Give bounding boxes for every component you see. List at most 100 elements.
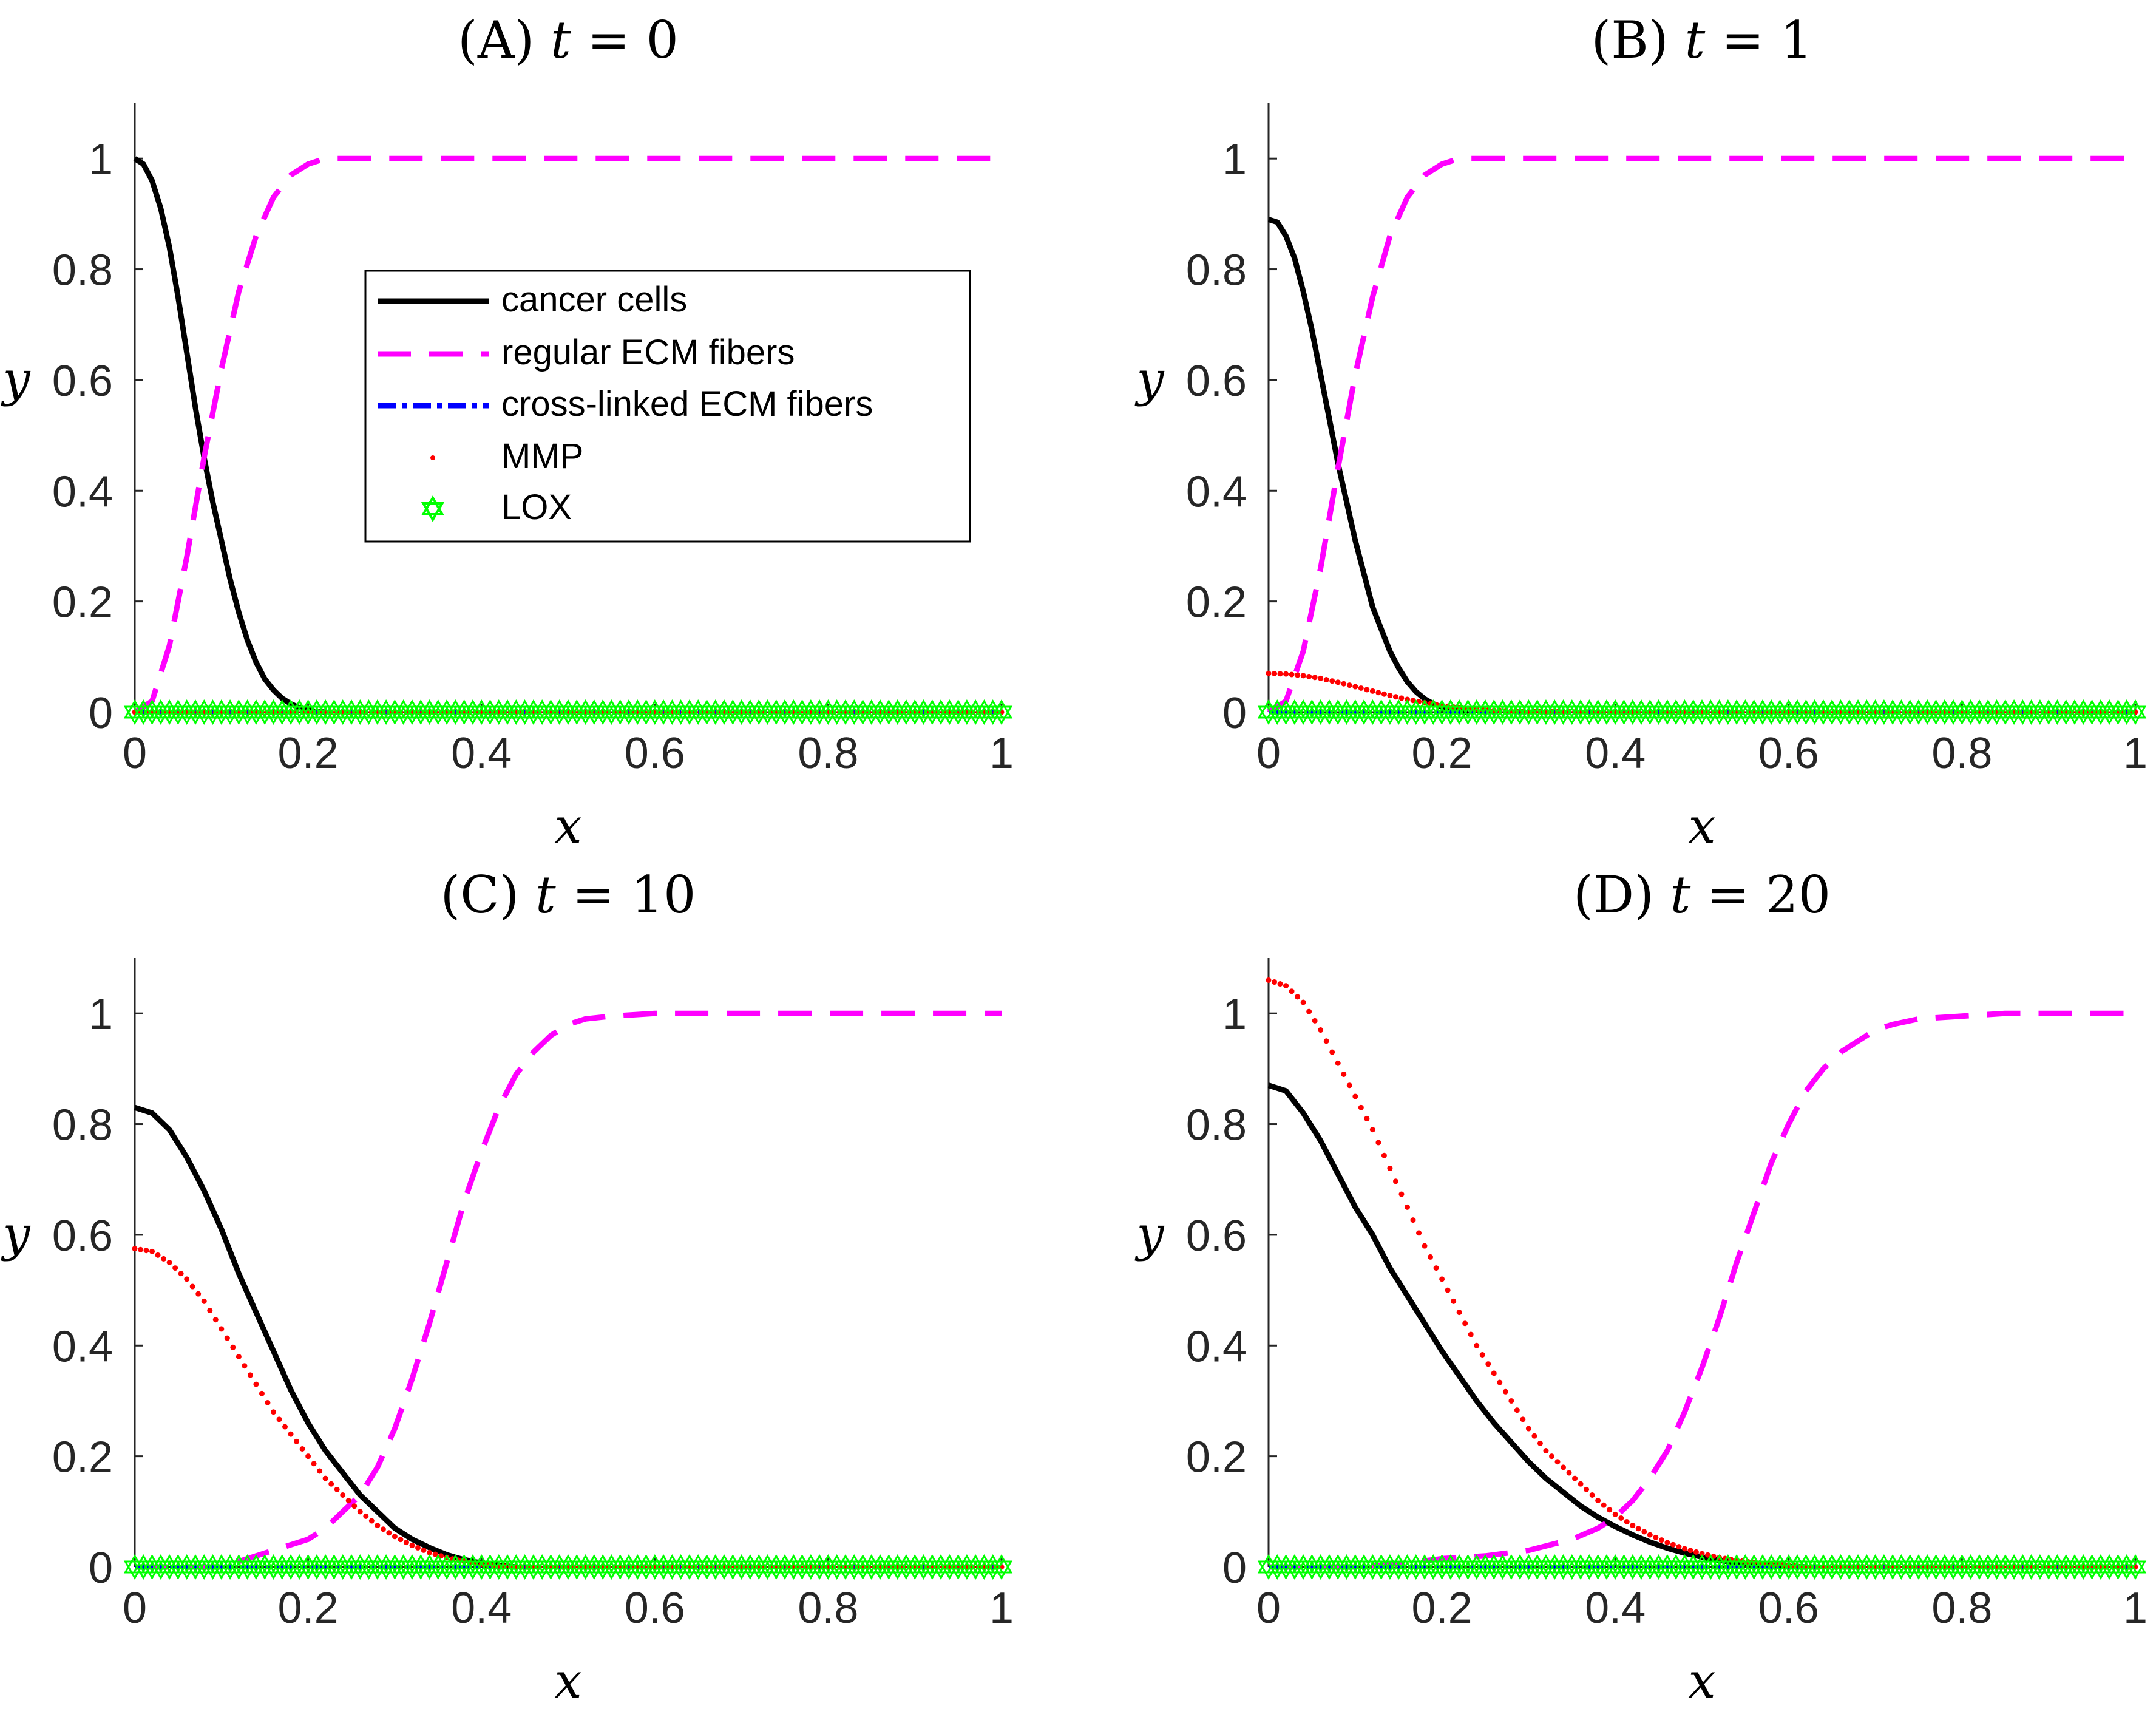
line-cancer-cells [1267, 1082, 1806, 1570]
mmp-point [178, 1271, 184, 1277]
mmp-point [1323, 677, 1329, 683]
mmp-point [1624, 1519, 1630, 1525]
mmp-point [1635, 1526, 1641, 1532]
x-tick-label: 0.2 [278, 729, 339, 778]
mmp-point [1266, 977, 1272, 983]
legend-swatch-lox [421, 495, 445, 522]
mmp-point [155, 1252, 161, 1258]
x-tick-label: 0.6 [1758, 1584, 1819, 1633]
mmp-point [392, 1534, 398, 1540]
x-tick-label: 0 [1256, 729, 1281, 778]
line-regular-ecm-fibers [133, 155, 1002, 715]
mmp-point [1341, 681, 1347, 687]
x-tick-label: 1 [989, 1584, 1014, 1633]
x-tick-label: 0 [1256, 1584, 1281, 1633]
line-cancer-cells [1267, 217, 1468, 715]
y-tick-label: 0.6 [52, 357, 113, 406]
panel-c: 0 0.2 0.4 0.6 0.8 1 0 0.2 0.4 0.6 0.8 1 (C) t = 10 x y [1, 865, 1014, 1709]
mmp-point [1451, 1298, 1457, 1304]
mmp-point [1548, 1453, 1554, 1460]
mmp-point [1335, 679, 1341, 685]
x-tick-label: 0.8 [798, 1584, 858, 1633]
x-axis-label: x [1688, 1653, 1715, 1709]
panel-title-variable: t [535, 865, 556, 925]
mmp-point [1387, 1165, 1393, 1171]
x-axis-label: x [1688, 798, 1715, 854]
panel-title-value: = 20 [1690, 865, 1831, 925]
y-tick-label: 0.2 [1186, 1433, 1247, 1482]
mmp-point [1658, 1537, 1664, 1543]
mmp-point [1543, 1448, 1549, 1454]
mmp-point [1641, 1529, 1647, 1535]
mmp-point [375, 1523, 381, 1529]
mmp-point [189, 1283, 195, 1290]
panel-title: (A) t = 0 [458, 10, 679, 70]
y-tick-label: 0.2 [52, 1433, 113, 1482]
mmp-point [1381, 691, 1387, 697]
mmp-point [1283, 983, 1289, 989]
y-axis-label: y [1134, 351, 1165, 407]
legend-label-mmp: MMP [501, 437, 583, 476]
x-tick-label: 0.6 [1758, 729, 1819, 778]
series-cancer-cells [133, 156, 326, 715]
mmp-point [143, 1248, 149, 1254]
mmp-point [368, 1518, 375, 1524]
mmp-point [1705, 1552, 1711, 1558]
mmp-point [1329, 1049, 1335, 1055]
mmp-point [1341, 1071, 1347, 1077]
y-tick-label: 0.8 [52, 1101, 113, 1150]
lox-marker [2124, 699, 2147, 725]
mmp-point [1369, 1127, 1375, 1133]
mmp-point [1561, 1464, 1567, 1470]
panel-title: (B) t = 1 [1592, 10, 1813, 70]
x-tick-label: 0.6 [625, 1584, 685, 1633]
mmp-point [1404, 1204, 1410, 1210]
mmp-point [1318, 675, 1324, 681]
x-tick-label: 1 [989, 729, 1014, 778]
mmp-point [172, 1265, 178, 1271]
mmp-point [1653, 1534, 1659, 1540]
mmp-point [1474, 1342, 1480, 1348]
y-tick-label: 0.4 [1186, 467, 1247, 516]
series-regular-ecm-fibers [135, 1010, 1002, 1570]
y-tick-label: 0.2 [52, 579, 113, 627]
series-lox [123, 1554, 1013, 1580]
mmp-point [1699, 1551, 1705, 1557]
panel-title-variable: t [1670, 865, 1691, 925]
lox-marker [2124, 1554, 2147, 1580]
x-tick-label: 0.2 [278, 1584, 339, 1633]
y-axis-label: y [1, 1206, 31, 1262]
series-lox [123, 699, 1013, 725]
legend-label-cancer-cells: cancer cells [501, 280, 687, 319]
mmp-point [1295, 994, 1301, 1000]
mmp-point [1572, 1475, 1578, 1481]
series-mmp [1266, 977, 2138, 1570]
mmp-point [1578, 1481, 1584, 1487]
mmp-point [398, 1537, 404, 1543]
y-tick-label: 0.4 [1186, 1322, 1247, 1371]
mmp-point [1676, 1544, 1682, 1550]
legend-label-lox: LOX [501, 488, 572, 527]
mmp-point [1283, 671, 1289, 677]
x-tick-label: 0.2 [1412, 729, 1473, 778]
mmp-point [1277, 671, 1283, 677]
y-tick-label: 0.6 [1186, 1212, 1247, 1260]
mmp-point [363, 1513, 369, 1519]
mmp-point [1318, 1027, 1324, 1033]
line-regular-ecm-fibers [1269, 1010, 2135, 1570]
x-tick-label: 0 [123, 1584, 147, 1633]
x-tick-label: 0.4 [1585, 1584, 1646, 1633]
mmp-point [409, 1542, 415, 1548]
x-tick-label: 0.2 [1412, 1584, 1473, 1633]
mmp-point [1312, 1018, 1318, 1024]
mmp-point [432, 1551, 438, 1557]
mmp-point [427, 1549, 433, 1555]
x-tick-label: 1 [2123, 1584, 2148, 1633]
mmp-point [1693, 1549, 1699, 1555]
mmp-point [1607, 1507, 1613, 1513]
mmp-point [212, 1317, 219, 1323]
series-regular-ecm-fibers [1269, 1010, 2135, 1570]
mmp-point [1410, 698, 1416, 704]
mmp-point [1647, 1532, 1653, 1538]
